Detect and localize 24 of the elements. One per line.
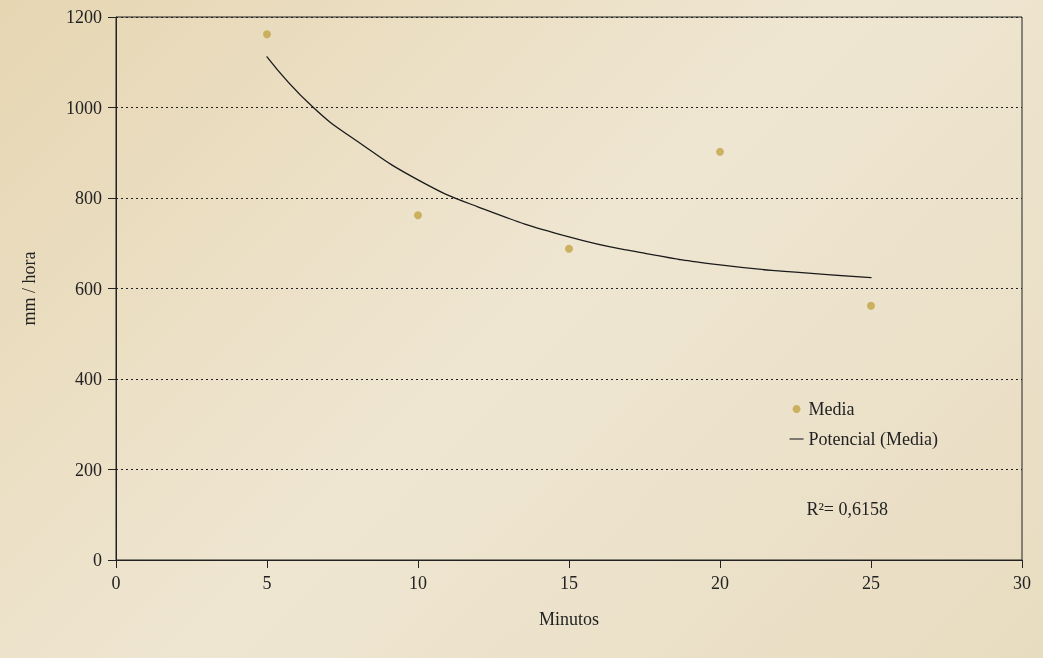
x-tick-label: 30 <box>1013 573 1031 593</box>
x-tick-label: 20 <box>711 573 729 593</box>
y-axis-title: mm / hora <box>19 251 39 326</box>
legend-label: Media <box>808 399 855 419</box>
x-tick-label: 15 <box>560 573 578 593</box>
point <box>867 301 875 310</box>
y-tick-label: 1200 <box>66 7 102 27</box>
y-tick-label: 200 <box>75 459 102 480</box>
x-tick-label: 10 <box>409 573 427 593</box>
point <box>716 147 724 156</box>
y-tick-label: 0 <box>93 550 102 570</box>
y-tick-label: 400 <box>75 369 102 389</box>
point <box>565 244 573 253</box>
y-tick-label: 800 <box>75 188 102 208</box>
x-axis-title: Minutos <box>538 609 600 629</box>
x-tick-label: 25 <box>862 573 880 593</box>
y-tick-label: 1000 <box>66 97 102 118</box>
x-tick-label: 0 <box>111 573 121 593</box>
annotation: R²= 0,6158 <box>806 499 889 519</box>
point <box>263 30 271 39</box>
y-tick-label: 600 <box>75 278 102 299</box>
legend-label: Potencial (Media) <box>808 429 939 450</box>
point <box>414 211 422 220</box>
x-tick-label: 5 <box>262 573 272 593</box>
